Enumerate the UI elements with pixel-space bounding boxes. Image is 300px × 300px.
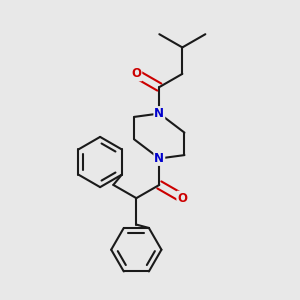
Text: O: O <box>177 192 187 205</box>
Text: O: O <box>131 68 141 80</box>
Text: N: N <box>154 152 164 165</box>
Text: N: N <box>154 107 164 120</box>
